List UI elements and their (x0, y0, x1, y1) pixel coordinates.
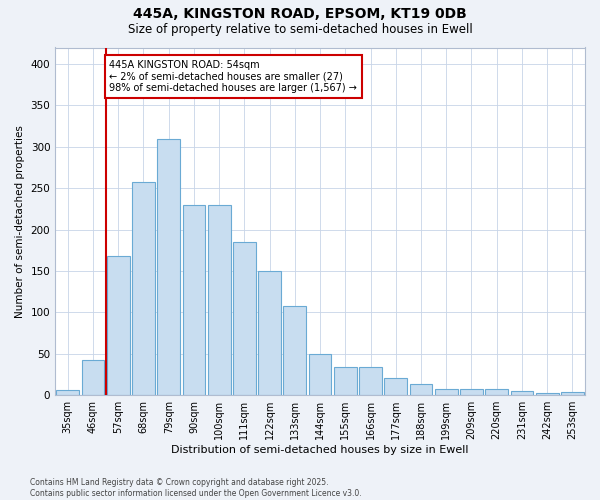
Bar (82, 360, 104, 395)
Text: 445A KINGSTON ROAD: 54sqm
← 2% of semi-detached houses are smaller (27)
98% of s: 445A KINGSTON ROAD: 54sqm ← 2% of semi-d… (109, 60, 357, 93)
Text: Size of property relative to semi-detached houses in Ewell: Size of property relative to semi-detach… (128, 22, 472, 36)
Bar (511, 391, 533, 395)
Y-axis label: Number of semi-detached properties: Number of semi-detached properties (15, 125, 25, 318)
Bar (132, 182, 155, 395)
Bar (233, 242, 256, 395)
Bar (208, 205, 230, 395)
Bar (258, 271, 281, 395)
Bar (56, 390, 79, 395)
Text: Contains HM Land Registry data © Crown copyright and database right 2025.
Contai: Contains HM Land Registry data © Crown c… (30, 478, 362, 498)
Bar (182, 205, 205, 395)
Bar (561, 392, 584, 395)
Bar (385, 378, 407, 395)
Bar (485, 390, 508, 395)
Bar (334, 367, 356, 395)
Bar (435, 388, 458, 395)
Bar (309, 354, 331, 395)
Bar (283, 306, 306, 395)
Bar (410, 384, 433, 395)
Bar (359, 367, 382, 395)
X-axis label: Distribution of semi-detached houses by size in Ewell: Distribution of semi-detached houses by … (172, 445, 469, 455)
Bar (536, 392, 559, 395)
Bar (460, 388, 483, 395)
Bar (157, 138, 180, 395)
Text: 445A, KINGSTON ROAD, EPSOM, KT19 0DB: 445A, KINGSTON ROAD, EPSOM, KT19 0DB (133, 8, 467, 22)
Bar (107, 256, 130, 395)
